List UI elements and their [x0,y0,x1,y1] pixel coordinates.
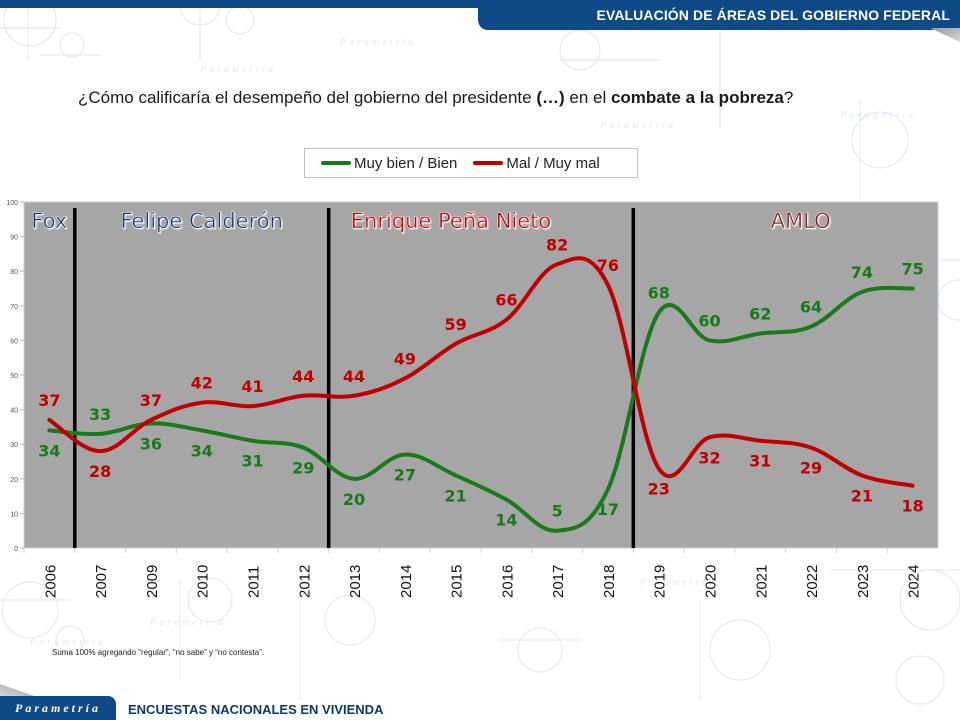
data-label-positive: 34 [191,441,213,460]
legend-item-positive: Muy bien / Bien [321,155,457,172]
legend-swatch-negative [473,161,504,165]
plot-area [23,201,939,549]
legend-item-negative: Mal / Muy mal [473,154,600,172]
data-label-negative: 41 [241,377,263,396]
data-label-positive: 34 [38,441,60,460]
question-text-mid: en el [564,88,611,107]
data-label-negative: 49 [394,349,416,368]
y-tick-label: 100 [6,200,18,207]
x-tick-label: 2010 [195,565,212,598]
data-label-negative: 76 [597,256,619,275]
x-tick-label: 2011 [246,566,263,598]
data-label-positive: 21 [444,486,466,505]
chart-legend: Muy bien / Bien Mal / Muy mal [304,148,638,178]
data-label-negative: 37 [140,391,162,410]
data-label-positive: 20 [343,490,365,509]
data-label-positive: 29 [292,459,314,478]
y-tick-label: 80 [10,269,18,276]
x-tick-label: 2021 [753,565,770,598]
data-label-negative: 44 [343,367,365,386]
data-label-negative: 44 [292,367,314,386]
x-tick-label: 2018 [601,565,618,598]
data-label-negative: 18 [901,497,923,516]
data-label-positive: 74 [851,263,873,282]
y-tick-label: 40 [10,408,18,415]
x-tick-label: 2022 [804,565,821,598]
data-label-positive: 68 [648,284,670,303]
series-line-negative [47,256,915,488]
data-label-positive: 5 [552,502,563,521]
question-topic: combate a la pobreza [610,88,784,107]
data-label-positive: 75 [901,260,923,279]
data-label-negative: 37 [38,391,60,410]
brand-logo: Parametría [0,696,116,720]
data-label-positive: 33 [89,405,111,424]
x-tick-label: 2006 [42,565,59,598]
y-tick-label: 10 [10,511,18,518]
data-label-negative: 31 [749,452,771,471]
y-tick-label: 70 [10,304,18,311]
x-tick-label: 2023 [855,565,872,598]
period-labels: Fox Felipe Calderón Enrique Peña Nieto AMLO [31,209,831,233]
x-tick-label: 2017 [550,565,567,598]
period-label: Felipe Calderón [121,209,283,233]
y-tick-label: 0 [14,546,18,553]
data-label-positive: 17 [597,500,619,519]
y-tick-label: 90 [10,235,18,242]
data-label-positive: 27 [394,466,416,485]
legend-label-negative: Mal / Muy mal [506,154,600,172]
data-label-negative: 28 [89,462,111,481]
data-label-positive: 60 [698,311,720,330]
x-tick-label: 2014 [398,565,415,598]
data-label-positive: 64 [800,298,822,317]
data-label-positive: 62 [749,304,771,323]
period-label: Enrique Peña Nieto [351,209,552,233]
x-tick-label: 2015 [449,565,466,598]
data-label-negative: 29 [800,459,822,478]
data-label-positive: 14 [495,511,517,530]
question-text-pre: ¿Cómo calificaría el desempeño del gobie… [78,88,537,107]
y-axis: 0 10 20 30 40 50 60 70 80 90 100 [6,200,25,553]
y-tick-label: 20 [10,477,18,484]
data-label-negative: 23 [648,479,670,498]
data-label-positive: 36 [140,434,162,453]
legend-swatch-positive [321,161,351,165]
legend-label-positive: Muy bien / Bien [354,154,458,172]
header-title: EVALUACIÓN DE ÁREAS DEL GOBIERNO FEDERAL [596,7,950,23]
data-label-negative: 42 [191,374,213,393]
period-label: Fox [31,209,67,233]
survey-question: ¿Cómo calificaría el desempeño del gobie… [78,88,793,108]
x-tick-label: 2016 [499,565,516,598]
x-tick-label: 2024 [906,565,923,598]
data-label-negative: 21 [851,486,873,505]
y-tick-label: 30 [10,442,18,449]
survey-source: ENCUESTAS NACIONALES EN VIVIENDA [128,702,384,717]
header-banner: EVALUACIÓN DE ÁREAS DEL GOBIERNO FEDERAL [478,0,960,30]
series-lines [47,256,915,533]
x-tick-label: 2007 [93,565,110,598]
question-ellipsis: (…) [536,88,565,107]
x-tick-label: 2019 [652,565,669,598]
data-label-negative: 59 [444,315,466,334]
data-label-negative: 32 [698,448,720,467]
series-line-positive [47,285,915,533]
data-label-positive: 31 [241,452,263,471]
x-axis: 2006 2007 2009 2010 2011 2012 2013 2014 2015 2016… [23,547,938,598]
x-tick-label: 2012 [296,565,313,598]
y-tick-label: 50 [10,373,18,380]
x-tick-label: 2009 [144,565,161,598]
question-text-post: ? [783,88,794,107]
data-label-negative: 82 [546,235,568,254]
y-tick-label: 60 [10,338,18,345]
x-tick-label: 2020 [703,565,720,598]
x-tick-label: 2013 [347,565,364,598]
data-labels: 34 33 36 34 31 29 20 27 21 14 5 17 68 60 62 64 74 75 37 28 3… [38,235,923,529]
data-label-negative: 66 [495,291,517,310]
footnote: Suma 100% agregando “regular”, “no sabe”… [52,648,265,657]
period-label: AMLO [771,209,831,233]
